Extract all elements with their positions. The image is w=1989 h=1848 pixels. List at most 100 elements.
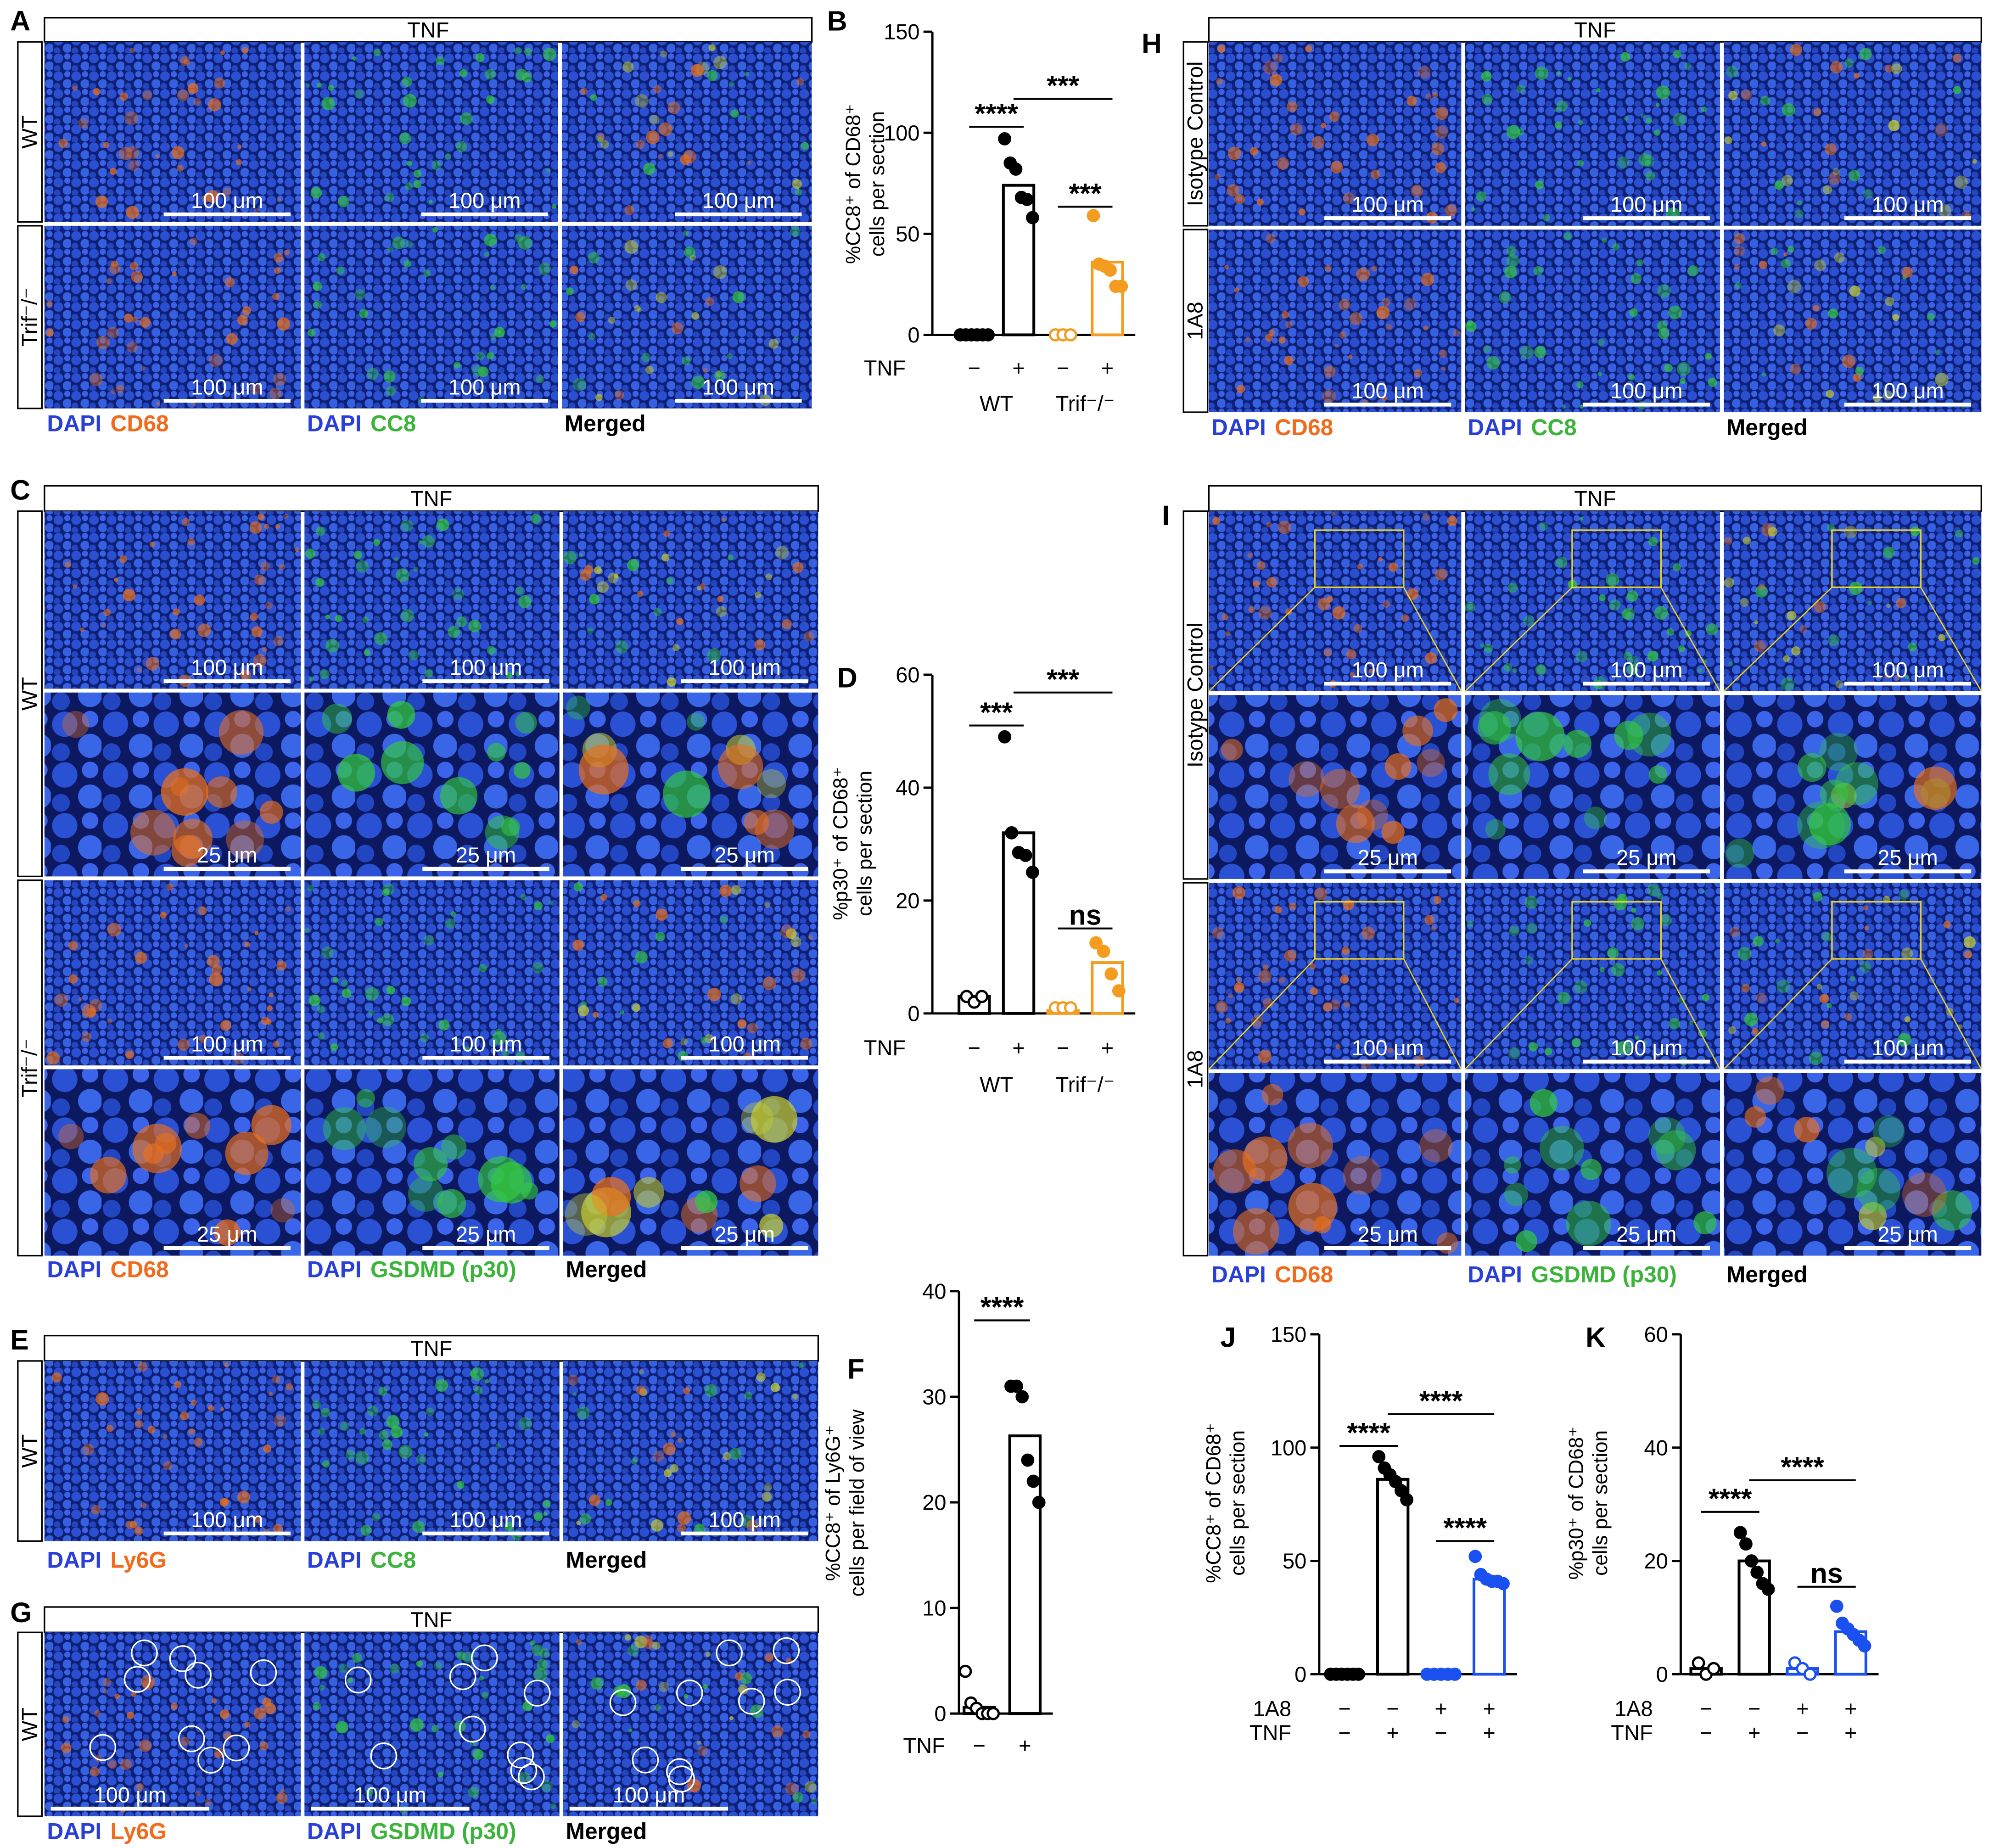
channel-name: DAPI bbox=[307, 1819, 362, 1844]
stain bbox=[1340, 974, 1349, 984]
stain bbox=[1221, 613, 1228, 621]
micrograph-base bbox=[44, 42, 301, 222]
data-point bbox=[1352, 1668, 1365, 1681]
stain bbox=[1668, 305, 1682, 319]
stain bbox=[1673, 113, 1686, 126]
stain bbox=[1835, 680, 1843, 689]
stain bbox=[1702, 994, 1710, 1002]
stain bbox=[1856, 1168, 1900, 1212]
stain bbox=[107, 326, 119, 339]
stain bbox=[634, 1635, 647, 1648]
stain bbox=[1421, 272, 1434, 286]
stain bbox=[1336, 804, 1375, 843]
channel-name: DAPI bbox=[47, 1819, 101, 1844]
stain bbox=[1261, 1084, 1283, 1106]
stain bbox=[1864, 925, 1869, 930]
zoom-box bbox=[1831, 901, 1922, 960]
stain bbox=[1419, 1129, 1453, 1163]
scale-label: 25 μm bbox=[714, 843, 774, 867]
group-label: Trif⁻/⁻ bbox=[1056, 1072, 1115, 1097]
stain bbox=[1523, 615, 1535, 627]
stain bbox=[224, 277, 235, 287]
stain bbox=[1539, 521, 1548, 531]
stain bbox=[1905, 675, 1909, 679]
stain bbox=[515, 68, 527, 81]
stain bbox=[520, 894, 527, 900]
stain bbox=[729, 1716, 734, 1720]
panel-letter: J bbox=[1220, 1322, 1236, 1353]
stain bbox=[95, 1392, 109, 1406]
stain bbox=[129, 1521, 137, 1529]
micrograph bbox=[1724, 42, 1982, 226]
stain bbox=[700, 1036, 708, 1044]
stain bbox=[1422, 513, 1430, 521]
stain bbox=[1844, 1013, 1852, 1021]
stain bbox=[632, 1003, 641, 1012]
channel-name: Merged bbox=[566, 1819, 647, 1844]
stain bbox=[224, 1732, 232, 1741]
scale-label: 100 μm bbox=[1610, 1036, 1683, 1060]
stain bbox=[1728, 90, 1738, 101]
stain bbox=[413, 566, 419, 572]
y-axis-label: %p30⁺ of CD68⁺ bbox=[829, 767, 852, 920]
ring bbox=[197, 1747, 224, 1774]
stain bbox=[1768, 526, 1778, 537]
stain bbox=[251, 626, 263, 638]
x-tick-label: + bbox=[1483, 1697, 1495, 1721]
stain bbox=[653, 608, 662, 616]
stain bbox=[1859, 1202, 1887, 1230]
stain bbox=[1284, 356, 1294, 365]
x-tick-label: + bbox=[1844, 1720, 1857, 1745]
stain bbox=[1814, 601, 1826, 613]
y-axis-label: cells per field of view bbox=[846, 1409, 868, 1596]
stain bbox=[436, 518, 449, 531]
stain bbox=[624, 205, 635, 215]
stain bbox=[177, 164, 184, 172]
stain bbox=[1213, 1149, 1257, 1193]
stain bbox=[1860, 961, 1871, 973]
stain bbox=[1638, 153, 1652, 166]
stain bbox=[378, 1387, 387, 1396]
stain bbox=[94, 1710, 101, 1717]
stain bbox=[198, 906, 207, 915]
stain bbox=[1596, 88, 1601, 93]
stain bbox=[1273, 53, 1283, 63]
stain bbox=[543, 1500, 551, 1508]
stain bbox=[62, 1716, 70, 1724]
micrograph bbox=[563, 511, 818, 689]
micrograph-base bbox=[304, 225, 558, 409]
stain bbox=[1754, 640, 1766, 652]
stain bbox=[374, 632, 387, 645]
stain bbox=[628, 1728, 633, 1733]
y-axis-label: %CC8⁺ of CD68⁺ bbox=[1202, 1423, 1225, 1583]
stain bbox=[250, 383, 261, 395]
stain bbox=[1774, 180, 1784, 190]
micrograph-base bbox=[44, 1361, 301, 1541]
stain bbox=[312, 1400, 321, 1409]
stain bbox=[365, 987, 379, 1001]
stain bbox=[184, 1113, 211, 1139]
stain bbox=[1217, 45, 1226, 53]
data-point bbox=[1064, 1001, 1077, 1014]
stain bbox=[1524, 956, 1534, 965]
stain bbox=[475, 53, 485, 62]
stain bbox=[1558, 991, 1570, 1004]
stain bbox=[1647, 884, 1660, 897]
panel-letter: B bbox=[827, 5, 847, 36]
y-tick-label: 0 bbox=[1656, 1662, 1668, 1686]
y-axis-label: %p30⁺ of CD68⁺ bbox=[1565, 1426, 1588, 1579]
stain bbox=[162, 1434, 168, 1439]
x-tick-label: − bbox=[973, 1733, 986, 1758]
x-tick-label: − bbox=[968, 356, 980, 380]
stain bbox=[1305, 45, 1312, 52]
stain bbox=[667, 677, 677, 687]
stain bbox=[1236, 385, 1245, 393]
channel-name: CD68 bbox=[111, 410, 169, 436]
micrograph bbox=[304, 692, 560, 877]
row-label: Isotype Control bbox=[1183, 62, 1207, 207]
stain bbox=[1813, 305, 1820, 312]
header: TNF bbox=[1574, 18, 1616, 42]
stain bbox=[565, 1193, 608, 1236]
zoom-line bbox=[1920, 958, 1982, 1070]
